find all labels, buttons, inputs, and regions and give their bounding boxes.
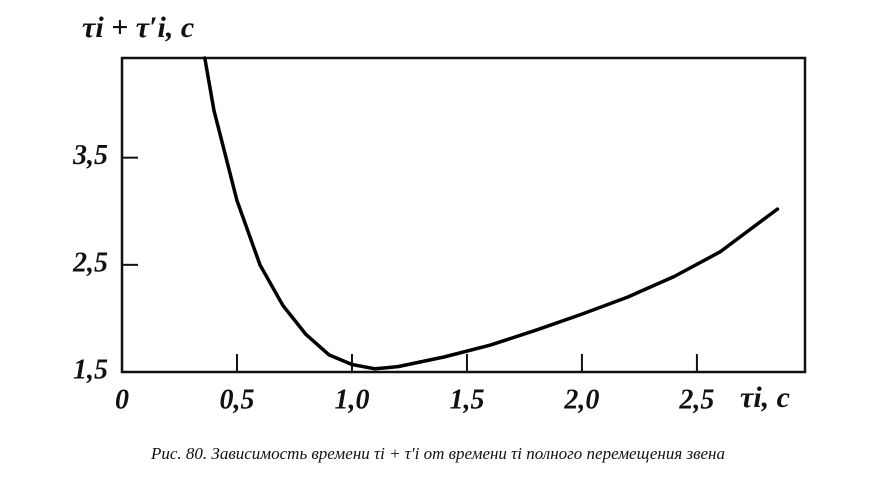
y-tick-label: 1,5 bbox=[73, 354, 108, 385]
chart: τi + τ′i, c τi, c 0 0,5 1,0 1,5 2,0 2,5 1,5 2,5… bbox=[72, 11, 807, 415]
x-axis-title: τi, c bbox=[740, 381, 790, 414]
x-tick-label: 0 bbox=[115, 384, 129, 415]
x-tick-label: 1,5 bbox=[449, 384, 484, 415]
x-tick-label: 1,0 bbox=[334, 384, 369, 415]
x-tick-label: 2,0 bbox=[563, 384, 599, 415]
plot-frame bbox=[120, 56, 807, 374]
y-axis-title: τi + τ′i, c bbox=[82, 11, 194, 44]
curve bbox=[203, 56, 780, 371]
x-tick-label: 0,5 bbox=[219, 384, 254, 415]
y-tick-label: 3,5 bbox=[72, 140, 108, 171]
y-tick-label: 2,5 bbox=[72, 247, 108, 278]
x-tick-label: 2,5 bbox=[678, 384, 714, 415]
caption: Рис. 80. Зависимость времени τi + τ′i от… bbox=[151, 444, 725, 463]
